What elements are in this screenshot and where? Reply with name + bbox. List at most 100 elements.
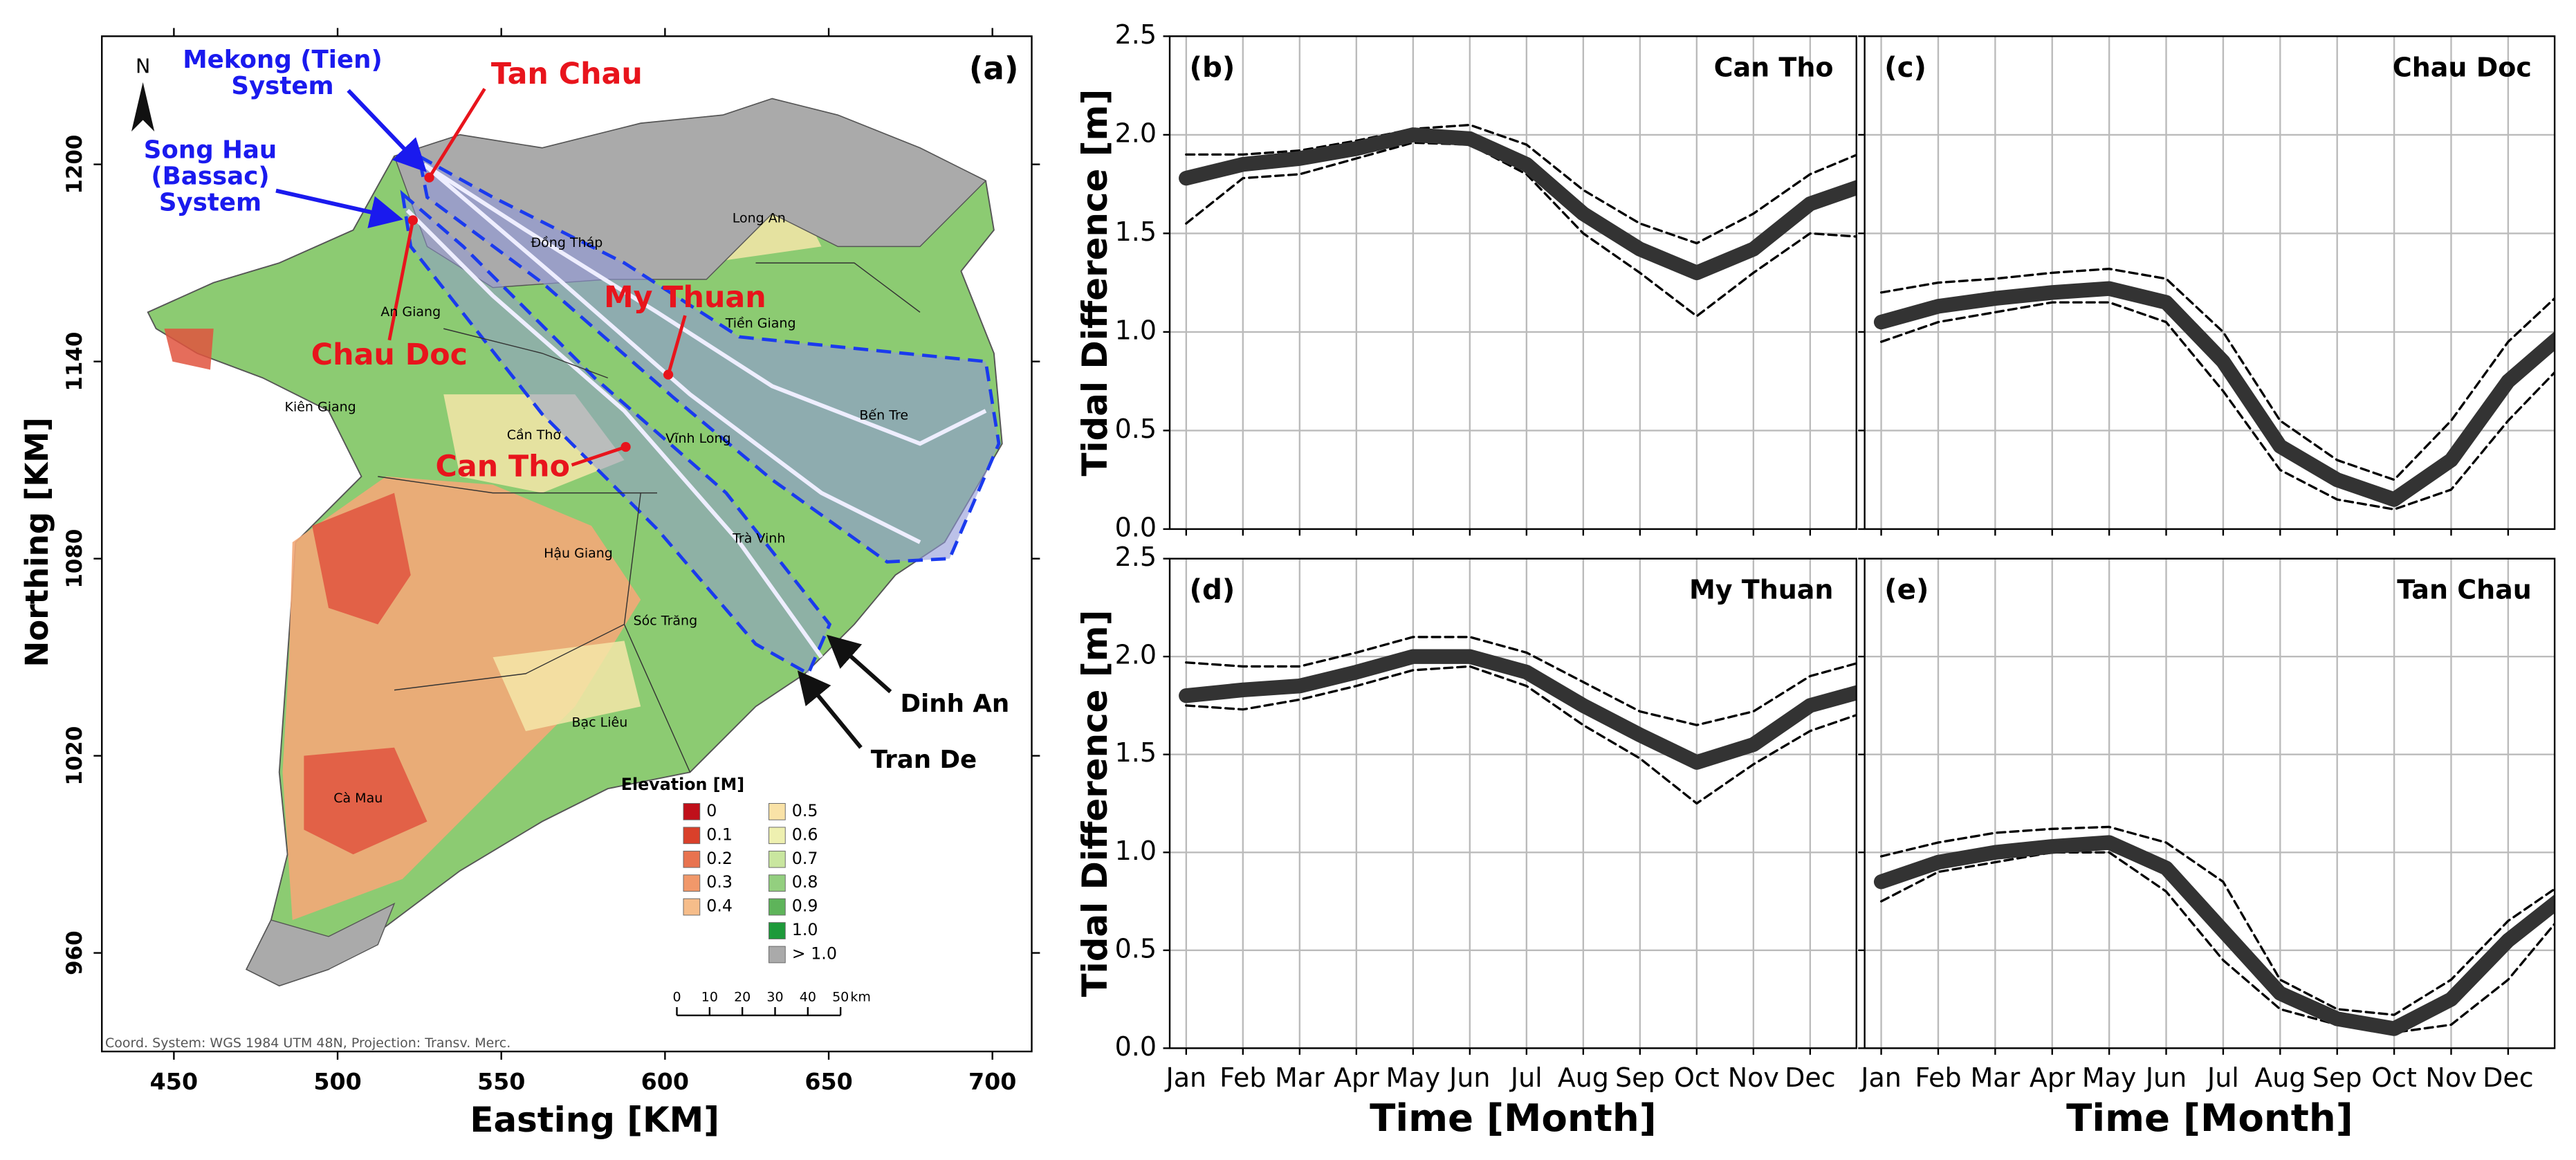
legend-swatch	[769, 946, 786, 964]
x-tick-label: Feb	[1915, 1062, 1961, 1093]
province-label: Cà Mau	[333, 791, 383, 806]
legend-label: 1.0	[792, 920, 818, 939]
station-label: Can Tho	[435, 450, 570, 484]
x-tick-label: Apr	[1334, 1062, 1379, 1093]
legend-swatch	[683, 827, 701, 845]
station-point	[620, 442, 631, 452]
legend-swatch	[683, 898, 701, 916]
legend-label: 0.1	[706, 825, 733, 844]
legend-label: > 1.0	[792, 944, 837, 964]
system-label: (Bassac)	[151, 163, 269, 191]
panel-label: (d)	[1190, 573, 1235, 606]
x-tick-label: Jul	[1509, 1062, 1543, 1093]
x-tick-label: May	[2082, 1062, 2137, 1093]
x-tick-label: Mar	[1971, 1062, 2021, 1093]
station-point	[424, 172, 434, 183]
mid-land	[443, 181, 822, 731]
province-label: Đồng Tháp	[531, 235, 602, 250]
chart-title: My Thuan	[1689, 575, 1834, 605]
x-tick-label: 650	[804, 1068, 852, 1095]
system-label: Mekong (Tien)	[183, 46, 383, 74]
bound-line	[1879, 301, 2555, 511]
outlet-arrow	[797, 670, 863, 749]
province-label: Cần Thơ	[507, 427, 562, 443]
station-label: Chau Doc	[311, 338, 468, 372]
province-label: Trà Vinh	[732, 531, 785, 546]
outlet-label: Tran De	[871, 746, 977, 774]
y-tick-label: 1020	[62, 726, 87, 786]
plot-frame	[1864, 558, 2556, 1049]
y-tick-label: 1.5	[1115, 217, 1157, 247]
x-tick-label: Jan	[1165, 1062, 1207, 1093]
map-frame	[101, 35, 1033, 1053]
x-tick-label: Nov	[2425, 1062, 2476, 1093]
mean-line	[1179, 649, 1857, 770]
legend-swatch	[769, 898, 786, 916]
legend-swatch	[683, 850, 701, 868]
system-arrow	[275, 188, 403, 228]
scalebar-label: 10	[701, 989, 718, 1004]
y-axis-label: Tidal Difference [m]	[1075, 610, 1115, 997]
panel-label: (c)	[1884, 51, 1926, 84]
x-tick-label: Nov	[1728, 1062, 1779, 1093]
y-tick-label: 2.5	[1115, 542, 1157, 572]
x-tick-label: Feb	[1220, 1062, 1266, 1093]
province-label: Hậu Giang	[544, 546, 613, 561]
x-tick-label: Sep	[1615, 1062, 1665, 1093]
x-tick-label: Aug	[1558, 1062, 1609, 1093]
bassac-system	[400, 190, 832, 676]
legend-label: 0.9	[792, 896, 818, 916]
system-label: Song Hau	[144, 136, 277, 165]
x-tick-label: Jun	[1448, 1062, 1490, 1093]
province-label: Sóc Trăng	[634, 613, 698, 628]
series-group	[1179, 636, 1857, 805]
scalebar-label: 40	[800, 989, 816, 1004]
y-tick-label: 1080	[62, 529, 87, 589]
y-tick-label: 1140	[62, 332, 87, 392]
x-tick-label: Apr	[2030, 1062, 2075, 1093]
north-arrow	[131, 82, 155, 132]
scalebar-label: 30	[766, 989, 783, 1004]
map-base	[102, 36, 1032, 1052]
legend-label: 0.8	[792, 872, 818, 892]
bound-line	[1185, 636, 1857, 726]
x-tick-label: Dec	[2483, 1062, 2534, 1093]
x-tick-label: Jan	[1859, 1062, 1902, 1093]
province-label: Kiên Giang	[284, 400, 356, 415]
y-tick-label: 1.0	[1115, 836, 1157, 866]
x-tick-label: Jul	[2206, 1062, 2239, 1093]
bound-line	[1879, 268, 2555, 481]
x-tick-label: Oct	[2371, 1062, 2417, 1093]
mean-line	[1873, 281, 2555, 507]
legend-swatch	[769, 850, 786, 868]
system-label: System	[159, 189, 261, 217]
lowest-land	[164, 329, 427, 855]
mekong-system	[416, 153, 1001, 564]
mean-line	[1179, 127, 1857, 281]
x-tick-label: Jun	[2144, 1062, 2187, 1093]
station-leader	[387, 219, 415, 341]
station-leader	[571, 445, 627, 467]
x-tick-label: Dec	[1785, 1062, 1836, 1093]
chart-title: Tan Chau	[2397, 575, 2532, 605]
plot-frame	[1168, 558, 1857, 1049]
series-group	[1179, 123, 1857, 317]
system-arrow	[347, 89, 427, 173]
legend-label: 0.2	[706, 849, 733, 868]
legend-swatch	[683, 803, 701, 820]
y-tick-label: 960	[62, 930, 87, 975]
province-borders	[378, 262, 921, 773]
y-tick-label: 0.0	[1115, 1031, 1157, 1062]
mean-line	[1873, 835, 2555, 1036]
x-axis-label: Easting [KM]	[470, 1100, 719, 1140]
bound-line	[1185, 141, 1857, 317]
series-group	[1873, 825, 2555, 1036]
x-tick-label: Mar	[1275, 1062, 1325, 1093]
x-axis-label: Time [Month]	[1370, 1096, 1657, 1140]
y-axis-label: Tidal Difference [m]	[1075, 89, 1115, 477]
province-label: Bạc Liêu	[571, 715, 627, 730]
x-tick-label: 700	[968, 1068, 1016, 1095]
legend-label: 0	[706, 801, 717, 820]
